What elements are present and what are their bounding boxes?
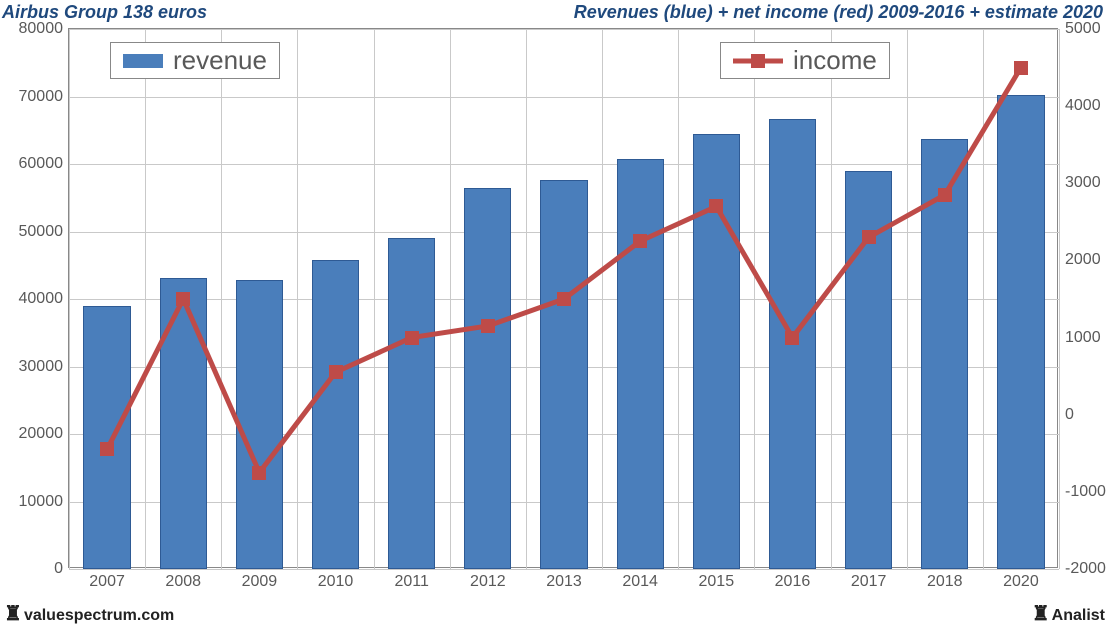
income-marker-2018 xyxy=(938,188,952,202)
income-marker-2010 xyxy=(329,365,343,379)
legend-label: income xyxy=(793,45,877,76)
ytick-right: 4000 xyxy=(1059,97,1101,115)
ytick-right: 0 xyxy=(1059,406,1074,424)
footer-right: ♜Analist xyxy=(1032,604,1105,625)
legend-swatch-bar xyxy=(123,54,163,68)
gridline-v xyxy=(1059,29,1060,569)
ytick-left: 50000 xyxy=(19,223,70,241)
income-marker-2013 xyxy=(557,292,571,306)
ytick-right: 5000 xyxy=(1059,20,1101,38)
income-marker-2011 xyxy=(405,331,419,345)
income-marker-2014 xyxy=(633,234,647,248)
xtick: 2018 xyxy=(927,569,963,591)
income-marker-2017 xyxy=(862,230,876,244)
ytick-left: 70000 xyxy=(19,88,70,106)
income-marker-2015 xyxy=(709,199,723,213)
ytick-right: 2000 xyxy=(1059,251,1101,269)
footer-left: ♜valuespectrum.com xyxy=(4,604,174,625)
income-marker-2008 xyxy=(176,292,190,306)
ytick-left: 80000 xyxy=(19,20,70,38)
ytick-right: -1000 xyxy=(1059,483,1106,501)
income-marker-2007 xyxy=(100,442,114,456)
ytick-right: -2000 xyxy=(1059,560,1106,578)
xtick: 2016 xyxy=(775,569,811,591)
ytick-left: 60000 xyxy=(19,155,70,173)
legend-income: income xyxy=(720,42,890,79)
ytick-left: 30000 xyxy=(19,358,70,376)
footer: ♜valuespectrum.com ♜Analist xyxy=(4,604,1105,625)
title-right: Revenues (blue) + net income (red) 2009-… xyxy=(574,2,1103,23)
ytick-left: 10000 xyxy=(19,493,70,511)
xtick: 2009 xyxy=(242,569,278,591)
rook-icon: ♜ xyxy=(4,603,24,625)
ytick-right: 3000 xyxy=(1059,174,1101,192)
ytick-right: 1000 xyxy=(1059,329,1101,347)
xtick: 2010 xyxy=(318,569,354,591)
ytick-left: 20000 xyxy=(19,425,70,443)
ytick-left: 40000 xyxy=(19,290,70,308)
income-marker-2016 xyxy=(785,331,799,345)
income-marker-2009 xyxy=(252,466,266,480)
income-marker-2020 xyxy=(1014,61,1028,75)
rook-icon: ♜ xyxy=(1032,603,1052,625)
plot-area: 0100002000030000400005000060000700008000… xyxy=(69,29,1059,569)
income-marker-2012 xyxy=(481,319,495,333)
legend-swatch-line xyxy=(733,48,783,74)
ytick-left: 0 xyxy=(54,560,69,578)
xtick: 2015 xyxy=(699,569,735,591)
xtick: 2017 xyxy=(851,569,887,591)
xtick: 2014 xyxy=(622,569,658,591)
xtick: 2013 xyxy=(546,569,582,591)
footer-left-text: valuespectrum.com xyxy=(24,607,174,624)
plot-border: 0100002000030000400005000060000700008000… xyxy=(68,28,1058,568)
legend-revenue: revenue xyxy=(110,42,280,79)
legend-label: revenue xyxy=(173,45,267,76)
xtick: 2007 xyxy=(89,569,125,591)
xtick: 2012 xyxy=(470,569,506,591)
chart-container: Airbus Group 138 euros Revenues (blue) +… xyxy=(0,0,1111,627)
xtick: 2008 xyxy=(165,569,201,591)
xtick: 2020 xyxy=(1003,569,1039,591)
chart-header: Airbus Group 138 euros Revenues (blue) +… xyxy=(0,0,1111,25)
xtick: 2011 xyxy=(394,569,428,591)
footer-right-text: Analist xyxy=(1052,607,1105,624)
